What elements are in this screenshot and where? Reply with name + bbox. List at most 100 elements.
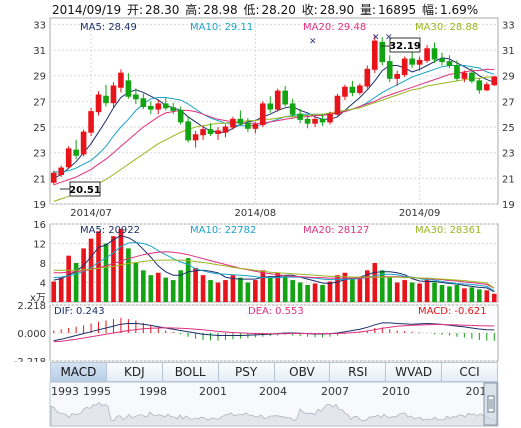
price-y-tick-left: 33 bbox=[33, 20, 46, 31]
volume-bar bbox=[372, 263, 378, 302]
candle-body bbox=[133, 94, 139, 100]
volume-y-tick: 8 bbox=[40, 259, 46, 270]
tab-cci[interactable]: CCI bbox=[459, 365, 480, 379]
price-ma20-legend: MA20: 29.48 bbox=[303, 22, 366, 33]
change-value: 1.69% bbox=[440, 3, 479, 17]
candle-body bbox=[259, 103, 266, 125]
volume-ma10-legend: MA10: 22782 bbox=[190, 225, 256, 236]
candle-body bbox=[267, 103, 274, 110]
candle-body bbox=[446, 61, 453, 66]
volume-bar bbox=[111, 236, 116, 302]
candle-body bbox=[237, 118, 244, 124]
volume-bar bbox=[185, 258, 191, 302]
overview-area bbox=[50, 402, 498, 427]
price-y-tick-right: 29 bbox=[502, 72, 515, 83]
event-marker: ✕ bbox=[372, 33, 380, 43]
low-label: 低: bbox=[243, 3, 260, 17]
price-y-tick-left: 29 bbox=[33, 72, 46, 83]
volume-grid bbox=[50, 223, 498, 283]
candle-body bbox=[282, 90, 289, 105]
volume-bar bbox=[267, 277, 273, 302]
tab-obv[interactable]: OBV bbox=[275, 363, 331, 381]
indicator-tabs: MACD KDJ BOLL PSY OBV RSI WVAD CCI bbox=[50, 362, 498, 382]
candle-body bbox=[207, 129, 214, 134]
volume-bar bbox=[297, 282, 303, 302]
volume-y-axis: 16 12 8 4 bbox=[33, 220, 46, 290]
volume-bar bbox=[96, 231, 101, 302]
volume-bar bbox=[454, 284, 460, 302]
volume-bar bbox=[417, 283, 422, 302]
candle-body bbox=[118, 72, 124, 88]
volume-ma10-line bbox=[53, 241, 495, 292]
volume-ma20-legend: MA20: 28127 bbox=[303, 225, 369, 236]
tab-rsi[interactable]: RSI bbox=[330, 363, 387, 381]
volume-ma30-line bbox=[53, 259, 495, 289]
tab-boll[interactable]: BOLL bbox=[163, 363, 219, 381]
high-value: 28.98 bbox=[203, 3, 238, 17]
volume-bar bbox=[365, 270, 370, 302]
volume-bar bbox=[379, 270, 385, 302]
volume-bar bbox=[327, 281, 333, 302]
tab-macd[interactable]: MACD bbox=[51, 363, 107, 381]
candle-body bbox=[304, 118, 311, 124]
range-handle-grip[interactable] bbox=[487, 395, 495, 413]
candle-body bbox=[185, 121, 191, 141]
candle-body bbox=[80, 131, 87, 155]
tab-wvad[interactable]: WVAD bbox=[386, 363, 443, 381]
history-overview[interactable]: 1993 1995 1998 2001 2004 2007 2010 201 bbox=[0, 382, 521, 428]
candle-body bbox=[416, 59, 423, 65]
volume-bar bbox=[200, 275, 206, 302]
high-label: 高: bbox=[185, 3, 202, 17]
range-handle[interactable] bbox=[483, 382, 498, 426]
macd-legend: MACD: -0.621 bbox=[418, 306, 487, 317]
price-ma30-line bbox=[53, 76, 495, 202]
volume-bar bbox=[81, 248, 86, 302]
volume-bar bbox=[141, 270, 146, 302]
volume-bar bbox=[305, 284, 310, 302]
event-marker: ✕ bbox=[385, 33, 393, 43]
candle-body bbox=[58, 167, 65, 175]
open-label: 开: bbox=[127, 3, 144, 17]
max-price-callout: 32.19 bbox=[381, 37, 421, 53]
candle-body bbox=[252, 123, 259, 129]
price-ma20-line bbox=[53, 68, 495, 186]
candle-body bbox=[319, 118, 326, 123]
volume-bar bbox=[88, 238, 94, 302]
volume-bar bbox=[58, 277, 64, 302]
price-panel-frame bbox=[49, 17, 499, 205]
low-value: 28.20 bbox=[261, 3, 296, 17]
volume-bar bbox=[148, 275, 154, 302]
volume-bar bbox=[230, 275, 236, 302]
chart-canvas[interactable]: 33 33 31 31 29 29 27 27 25 25 23 23 21 21 19 19 2014/07… bbox=[0, 0, 521, 362]
candle-body bbox=[469, 72, 475, 82]
volume-bar bbox=[491, 293, 497, 302]
price-y-tick-left: 25 bbox=[33, 123, 46, 134]
candle-body bbox=[342, 86, 348, 97]
candle-body bbox=[88, 111, 94, 133]
overview-year-label: 2004 bbox=[259, 385, 287, 398]
volume-bar bbox=[312, 283, 318, 302]
overview-year-label: 2010 bbox=[382, 385, 410, 398]
volume-y-tick: 12 bbox=[33, 240, 46, 251]
price-ma30-legend: MA30: 28.88 bbox=[415, 22, 478, 33]
quote-date: 2014/09/19 bbox=[52, 3, 122, 17]
tab-kdj[interactable]: KDJ bbox=[107, 363, 163, 381]
price-x-tick: 2014/09 bbox=[399, 208, 441, 219]
price-y-tick-right: 19 bbox=[502, 200, 515, 211]
candle-body bbox=[424, 48, 430, 61]
volume-bar bbox=[126, 248, 131, 302]
min-price-value: 20.51 bbox=[69, 185, 101, 196]
candle-body bbox=[379, 41, 386, 63]
tab-psy[interactable]: PSY bbox=[219, 363, 275, 381]
volume-y-tick: 16 bbox=[33, 220, 46, 231]
candle-body bbox=[476, 80, 483, 91]
price-y-tick-left: 21 bbox=[33, 174, 46, 185]
candle-body bbox=[192, 134, 199, 141]
candle-body bbox=[297, 113, 303, 120]
volume-ma30-legend: MA30: 28361 bbox=[415, 225, 481, 236]
volume-bar bbox=[439, 284, 445, 302]
volume-bar bbox=[484, 290, 490, 302]
volume-bar bbox=[387, 277, 393, 302]
candle-body bbox=[439, 58, 445, 63]
price-y-tick-left: 27 bbox=[33, 97, 46, 108]
